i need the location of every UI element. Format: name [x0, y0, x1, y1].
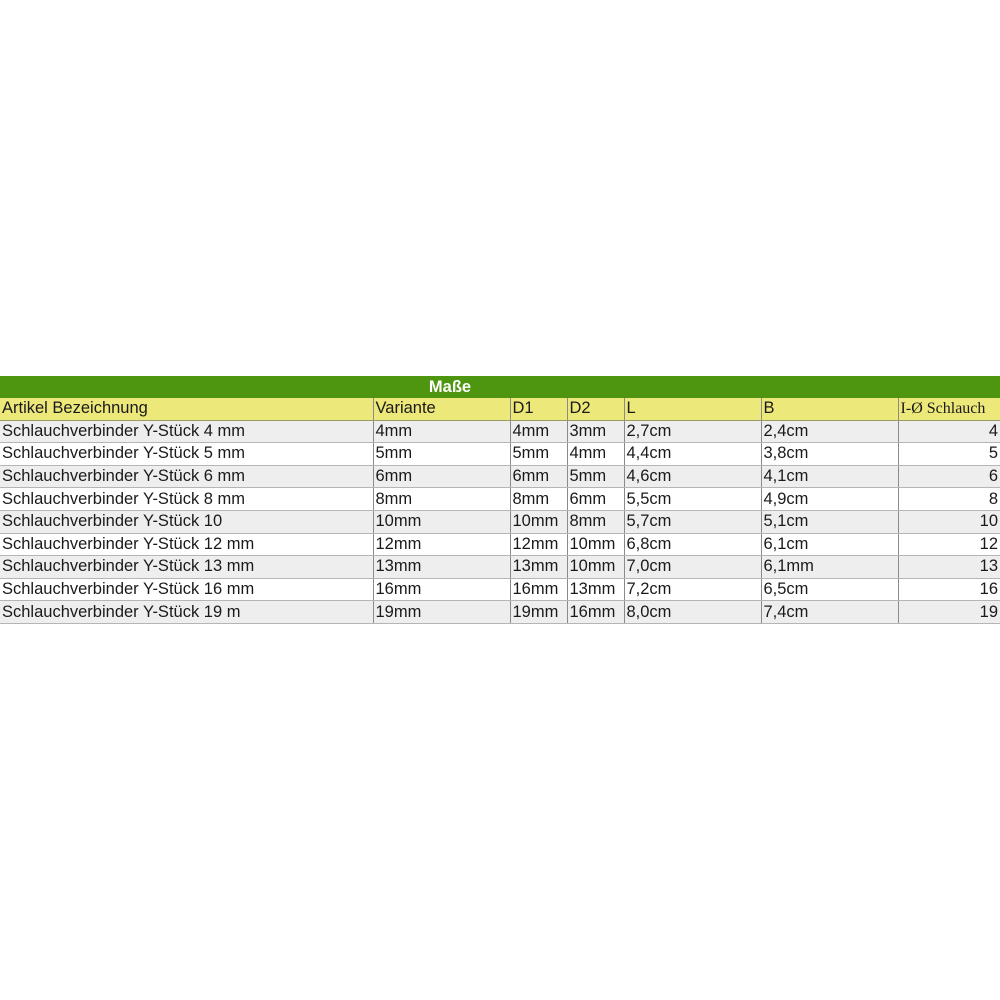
table-row: Schlauchverbinder Y-Stück 16 mm 16mm 16mm 1…	[0, 578, 1000, 602]
cell-artikel: Schlauchverbinder Y-Stück 5 mm	[0, 442, 373, 466]
table-row: Schlauchverbinder Y-Stück 6 mm 6mm 6mm 5mm 4…	[0, 465, 1000, 489]
table-title-row: Maße	[0, 376, 1000, 398]
title-filler	[898, 376, 1000, 398]
cell-artikel: Schlauchverbinder Y-Stück 16 mm	[0, 578, 373, 602]
header-d2: D2	[566, 398, 624, 421]
cell-schlauch: 4	[897, 420, 1000, 444]
cell-d2: 10mm	[566, 533, 624, 557]
cell-d2: 3mm	[566, 420, 624, 444]
cell-l: 4,6cm	[623, 465, 761, 489]
table-row: Schlauchverbinder Y-Stück 10 10mm 10mm 8mm 5…	[0, 510, 1000, 534]
cell-variante: 19mm	[372, 600, 510, 624]
cell-variante: 6mm	[372, 465, 510, 489]
cell-b: 4,9cm	[760, 487, 899, 511]
table-header-row: Artikel Bezeichnung Variante D1 D2 L B I…	[0, 398, 1000, 421]
cell-b: 6,1mm	[760, 555, 899, 579]
cell-schlauch: 10	[897, 510, 1000, 534]
cell-b: 7,4cm	[760, 600, 899, 624]
cell-schlauch: 13	[897, 555, 1000, 579]
cell-d1: 4mm	[509, 420, 567, 444]
cell-variante: 10mm	[372, 510, 510, 534]
cell-b: 3,8cm	[760, 442, 899, 466]
cell-l: 7,0cm	[623, 555, 761, 579]
cell-d1: 6mm	[509, 465, 567, 489]
cell-schlauch: 19	[897, 600, 1000, 624]
cell-d1: 5mm	[509, 442, 567, 466]
cell-d1: 13mm	[509, 555, 567, 579]
cell-artikel: Schlauchverbinder Y-Stück 13 mm	[0, 555, 373, 579]
cell-schlauch: 8	[897, 487, 1000, 511]
cell-d2: 6mm	[566, 487, 624, 511]
table-row: Schlauchverbinder Y-Stück 8 mm 8mm 8mm 6mm 5…	[0, 487, 1000, 511]
table-row: Schlauchverbinder Y-Stück 12 mm 12mm 12mm 1…	[0, 533, 1000, 557]
cell-schlauch: 12	[897, 533, 1000, 557]
cell-d1: 10mm	[509, 510, 567, 534]
cell-b: 4,1cm	[760, 465, 899, 489]
cell-schlauch: 16	[897, 578, 1000, 602]
header-b: B	[760, 398, 899, 421]
cell-artikel: Schlauchverbinder Y-Stück 6 mm	[0, 465, 373, 489]
table-row: Schlauchverbinder Y-Stück 13 mm 13mm 13mm 1…	[0, 555, 1000, 579]
cell-l: 8,0cm	[623, 600, 761, 624]
cell-variante: 5mm	[372, 442, 510, 466]
cell-l: 5,7cm	[623, 510, 761, 534]
table-title: Maße	[0, 376, 899, 398]
cell-l: 4,4cm	[623, 442, 761, 466]
cell-b: 6,1cm	[760, 533, 899, 557]
cell-d2: 5mm	[566, 465, 624, 489]
header-variante: Variante	[372, 398, 510, 421]
cell-d2: 16mm	[566, 600, 624, 624]
cell-d1: 8mm	[509, 487, 567, 511]
cell-d2: 10mm	[566, 555, 624, 579]
cell-variante: 16mm	[372, 578, 510, 602]
table-row: Schlauchverbinder Y-Stück 5 mm 5mm 5mm 4mm 4…	[0, 442, 1000, 466]
cell-b: 2,4cm	[760, 420, 899, 444]
cell-d2: 4mm	[566, 442, 624, 466]
cell-l: 5,5cm	[623, 487, 761, 511]
cell-artikel: Schlauchverbinder Y-Stück 19 m	[0, 600, 373, 624]
cell-artikel: Schlauchverbinder Y-Stück 4 mm	[0, 420, 373, 444]
cell-variante: 4mm	[372, 420, 510, 444]
cell-b: 6,5cm	[760, 578, 899, 602]
cell-variante: 13mm	[372, 555, 510, 579]
table-row: Schlauchverbinder Y-Stück 19 m 19mm 19mm 16…	[0, 600, 1000, 624]
header-schlauch: I-Ø Schlauch	[897, 398, 1000, 421]
cell-l: 2,7cm	[623, 420, 761, 444]
cell-schlauch: 5	[897, 442, 1000, 466]
cell-artikel: Schlauchverbinder Y-Stück 12 mm	[0, 533, 373, 557]
header-artikel: Artikel Bezeichnung	[0, 398, 373, 421]
cell-artikel: Schlauchverbinder Y-Stück 10	[0, 510, 373, 534]
header-l: L	[623, 398, 761, 421]
cell-schlauch: 6	[897, 465, 1000, 489]
cell-l: 6,8cm	[623, 533, 761, 557]
cell-artikel: Schlauchverbinder Y-Stück 8 mm	[0, 487, 373, 511]
table-row: Schlauchverbinder Y-Stück 4 mm 4mm 4mm 3mm 2…	[0, 420, 1000, 444]
cell-d1: 16mm	[509, 578, 567, 602]
cell-d1: 19mm	[509, 600, 567, 624]
cell-variante: 8mm	[372, 487, 510, 511]
cell-l: 7,2cm	[623, 578, 761, 602]
cell-d2: 13mm	[566, 578, 624, 602]
header-d1: D1	[509, 398, 567, 421]
cell-d1: 12mm	[509, 533, 567, 557]
cell-d2: 8mm	[566, 510, 624, 534]
cell-b: 5,1cm	[760, 510, 899, 534]
cell-variante: 12mm	[372, 533, 510, 557]
dimensions-table: Maße Artikel Bezeichnung Variante D1 D2 …	[0, 376, 1000, 624]
